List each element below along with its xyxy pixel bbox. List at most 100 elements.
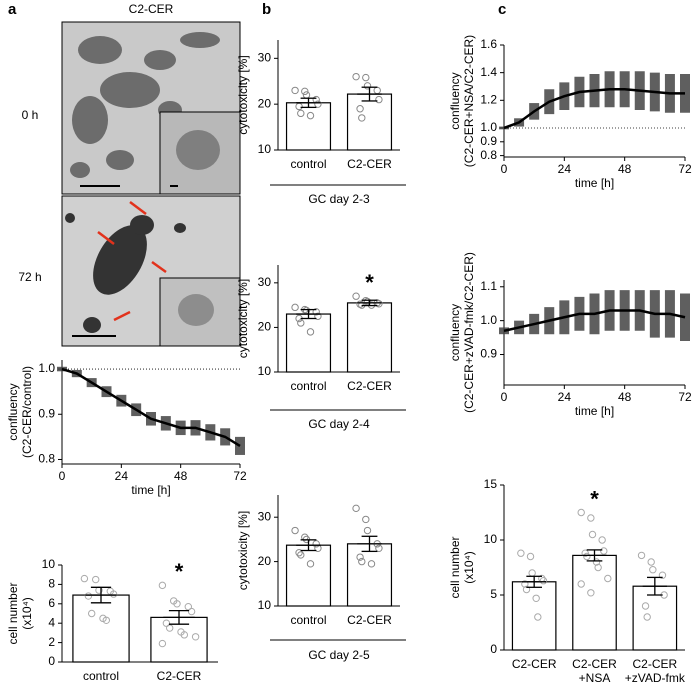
x-tick-label: 24 — [115, 469, 129, 483]
y-axis-label: (x10⁴) — [462, 551, 476, 584]
data-point — [598, 536, 606, 544]
data-point — [362, 73, 370, 82]
data-point — [643, 613, 651, 621]
x-tick-label: 72 — [678, 390, 692, 404]
data-point — [647, 558, 655, 566]
data-point — [604, 574, 612, 583]
bar — [346, 543, 393, 607]
y-tick-label: 4 — [48, 615, 55, 629]
y-tick-label: 30 — [258, 51, 272, 65]
bar — [572, 554, 617, 651]
data-point — [295, 549, 303, 557]
data-point — [649, 566, 657, 574]
data-point — [528, 569, 536, 577]
bar — [285, 313, 332, 373]
data-point — [358, 557, 366, 566]
data-point — [187, 607, 196, 616]
y-tick-label: 30 — [258, 509, 272, 523]
x-tick-label: 72 — [678, 162, 692, 176]
y-tick-label: 1.2 — [480, 92, 497, 106]
y-tick-label: 1.1 — [480, 279, 497, 293]
group-label: GC day 2-5 — [308, 648, 370, 662]
data-point — [180, 631, 189, 639]
panel-label: a — [8, 1, 17, 18]
y-tick-label: 1.0 — [480, 120, 497, 134]
y-tick-label: 2 — [48, 635, 55, 649]
image-title: C2-CER — [129, 2, 174, 16]
data-point — [87, 609, 96, 618]
data-point — [306, 560, 315, 568]
y-tick-label: 1.4 — [480, 65, 497, 79]
y-tick-label: 1.0 — [480, 313, 497, 327]
x-axis-label: time [h] — [131, 483, 170, 497]
data-point — [375, 95, 383, 104]
y-tick-label: 8 — [48, 577, 55, 591]
panel-label: c — [498, 1, 506, 18]
y-tick-label: 10 — [42, 557, 56, 571]
x-tick-label: 0 — [501, 390, 508, 404]
y-axis-label: (x10⁴) — [20, 597, 34, 630]
data-point — [191, 633, 200, 641]
data-point — [352, 292, 360, 300]
bar — [346, 302, 393, 373]
y-tick-label: 1.6 — [480, 37, 497, 51]
data-point — [297, 319, 305, 327]
data-point — [306, 111, 315, 120]
significance-marker: * — [365, 270, 374, 295]
x-axis-label: time [h] — [575, 176, 614, 190]
data-point — [84, 592, 93, 600]
group-label: GC day 2-4 — [308, 417, 370, 431]
data-point — [522, 585, 531, 594]
x-tick-label: C2-CER — [347, 379, 392, 393]
data-point — [306, 328, 315, 336]
bar — [285, 544, 332, 607]
x-tick-label: C2-CER — [572, 657, 617, 671]
data-point — [534, 613, 542, 621]
data-point — [658, 571, 667, 579]
y-tick-label: 0 — [48, 654, 55, 668]
data-point — [594, 563, 602, 572]
data-point — [583, 552, 591, 561]
panel-label: b — [262, 1, 271, 18]
micrograph — [61, 195, 241, 347]
data-point — [312, 308, 320, 316]
data-point — [600, 547, 608, 555]
data-point — [375, 300, 383, 308]
y-axis-label: confluency — [448, 304, 462, 361]
y-axis-label: confluency — [448, 72, 462, 129]
y-tick-label: 0.9 — [480, 347, 497, 361]
y-tick-label: 0.8 — [480, 148, 497, 162]
x-tick-label: control — [290, 613, 326, 627]
x-tick-label: 0 — [59, 469, 66, 483]
data-point — [373, 86, 381, 95]
data-point — [356, 553, 364, 561]
y-axis-label: cytotoxicity [%] — [236, 55, 250, 134]
y-axis-label: cytotoxicity [%] — [236, 279, 250, 358]
x-tick-label: 24 — [558, 162, 572, 176]
y-axis-label: cell number — [6, 582, 20, 644]
y-tick-label: 10 — [258, 364, 272, 378]
data-point — [291, 86, 299, 95]
y-tick-label: 15 — [484, 477, 498, 491]
y-tick-label: 20 — [258, 320, 272, 334]
y-tick-label: 10 — [258, 142, 272, 156]
data-point — [358, 114, 366, 122]
data-point — [588, 530, 597, 539]
data-point — [587, 514, 595, 522]
y-axis-label: (C2-CER/control) — [20, 366, 34, 458]
data-point — [363, 82, 372, 90]
y-tick-label: 30 — [258, 275, 272, 289]
y-tick-label: 10 — [258, 598, 272, 612]
data-point — [102, 616, 111, 624]
x-tick-label: control — [290, 379, 326, 393]
data-point — [302, 91, 311, 99]
group-label: GC day 2-3 — [308, 192, 370, 206]
data-point — [158, 581, 167, 590]
bar — [632, 585, 678, 651]
y-axis-label: cell number — [448, 536, 462, 598]
y-axis-label: confluency — [6, 383, 20, 440]
significance-marker: * — [175, 559, 184, 584]
data-point — [312, 540, 320, 548]
y-tick-label: 6 — [48, 596, 55, 610]
